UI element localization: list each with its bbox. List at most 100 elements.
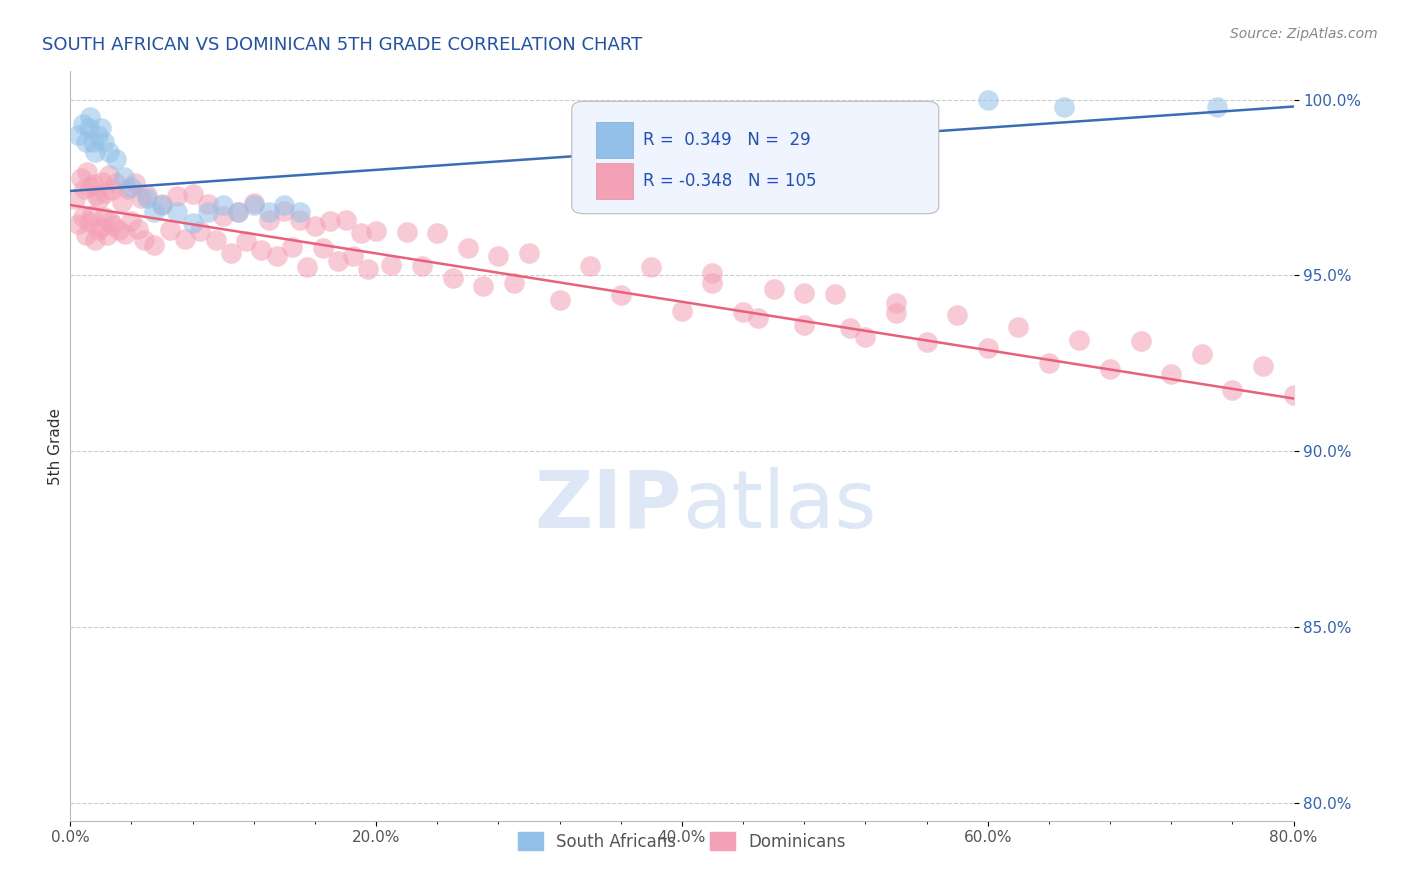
Point	[1053, 99, 1076, 113]
Point	[548, 293, 571, 307]
Point	[66, 217, 89, 231]
Point	[96, 227, 118, 242]
Point	[114, 227, 136, 241]
Bar	[596, 162, 633, 199]
Point	[1206, 99, 1229, 113]
Point	[91, 174, 114, 188]
Point	[472, 278, 495, 293]
Point	[273, 198, 295, 212]
Point	[84, 187, 107, 202]
Point	[1038, 356, 1060, 370]
Point	[66, 128, 89, 142]
Point	[72, 117, 94, 131]
Point	[166, 189, 188, 203]
Point	[212, 198, 235, 212]
Point	[747, 311, 769, 326]
Point	[117, 182, 139, 196]
Point	[63, 192, 86, 206]
Point	[297, 260, 319, 275]
Point	[174, 232, 197, 246]
Point	[76, 165, 98, 179]
Point	[884, 295, 907, 310]
Point	[326, 254, 349, 268]
Point	[273, 204, 295, 219]
Point	[77, 120, 100, 135]
Text: SOUTH AFRICAN VS DOMINICAN 5TH GRADE CORRELATION CHART: SOUTH AFRICAN VS DOMINICAN 5TH GRADE COR…	[42, 36, 643, 54]
Point	[124, 176, 146, 190]
Text: atlas: atlas	[682, 467, 876, 545]
Point	[97, 145, 120, 160]
Point	[579, 259, 602, 273]
Point	[166, 205, 188, 219]
Point	[143, 205, 166, 219]
Point	[855, 330, 877, 344]
Point	[257, 212, 280, 227]
Point	[1191, 346, 1213, 360]
Bar	[596, 121, 633, 158]
Point	[441, 270, 464, 285]
Point	[380, 258, 402, 272]
Point	[135, 188, 157, 202]
Point	[105, 177, 128, 191]
Point	[702, 277, 724, 291]
Text: ZIP: ZIP	[534, 467, 682, 545]
Point	[77, 215, 100, 229]
Point	[72, 211, 94, 225]
FancyBboxPatch shape	[572, 102, 939, 214]
Point	[243, 196, 266, 211]
Point	[319, 214, 342, 228]
Point	[457, 241, 479, 255]
Point	[82, 135, 104, 149]
Point	[87, 128, 110, 142]
Text: R = -0.348   N = 105: R = -0.348 N = 105	[643, 172, 817, 190]
Point	[111, 194, 134, 209]
Point	[212, 210, 235, 224]
Point	[395, 225, 418, 239]
Point	[357, 262, 380, 277]
Point	[243, 198, 266, 212]
Point	[80, 208, 103, 222]
Point	[70, 171, 93, 186]
Point	[426, 226, 449, 240]
Text: Source: ZipAtlas.com: Source: ZipAtlas.com	[1230, 27, 1378, 41]
Point	[112, 169, 135, 184]
Point	[121, 214, 143, 228]
Point	[83, 233, 105, 247]
Point	[1099, 361, 1122, 376]
Legend: South Africans, Dominicans: South Africans, Dominicans	[512, 826, 852, 857]
Point	[159, 223, 181, 237]
Point	[281, 240, 304, 254]
Point	[350, 226, 373, 240]
Point	[366, 224, 388, 238]
Point	[824, 286, 846, 301]
Point	[94, 186, 117, 200]
Point	[671, 303, 693, 318]
Point	[793, 318, 815, 332]
Point	[702, 266, 724, 280]
Point	[83, 145, 105, 160]
Point	[150, 197, 173, 211]
Point	[93, 135, 115, 149]
Point	[219, 245, 242, 260]
Point	[1160, 367, 1182, 381]
Point	[288, 205, 311, 219]
Point	[132, 233, 155, 247]
Point	[1129, 334, 1152, 349]
Point	[105, 153, 128, 167]
Point	[143, 238, 166, 252]
Point	[235, 234, 257, 248]
Point	[915, 335, 938, 350]
Point	[98, 214, 121, 228]
Point	[197, 196, 219, 211]
Point	[75, 135, 97, 149]
Point	[1282, 388, 1305, 402]
Point	[733, 305, 755, 319]
Point	[90, 220, 112, 235]
Point	[411, 259, 433, 273]
Point	[135, 191, 157, 205]
Point	[150, 198, 173, 212]
Point	[101, 219, 124, 233]
Point	[228, 205, 250, 219]
Point	[204, 233, 226, 247]
Point	[335, 213, 357, 227]
